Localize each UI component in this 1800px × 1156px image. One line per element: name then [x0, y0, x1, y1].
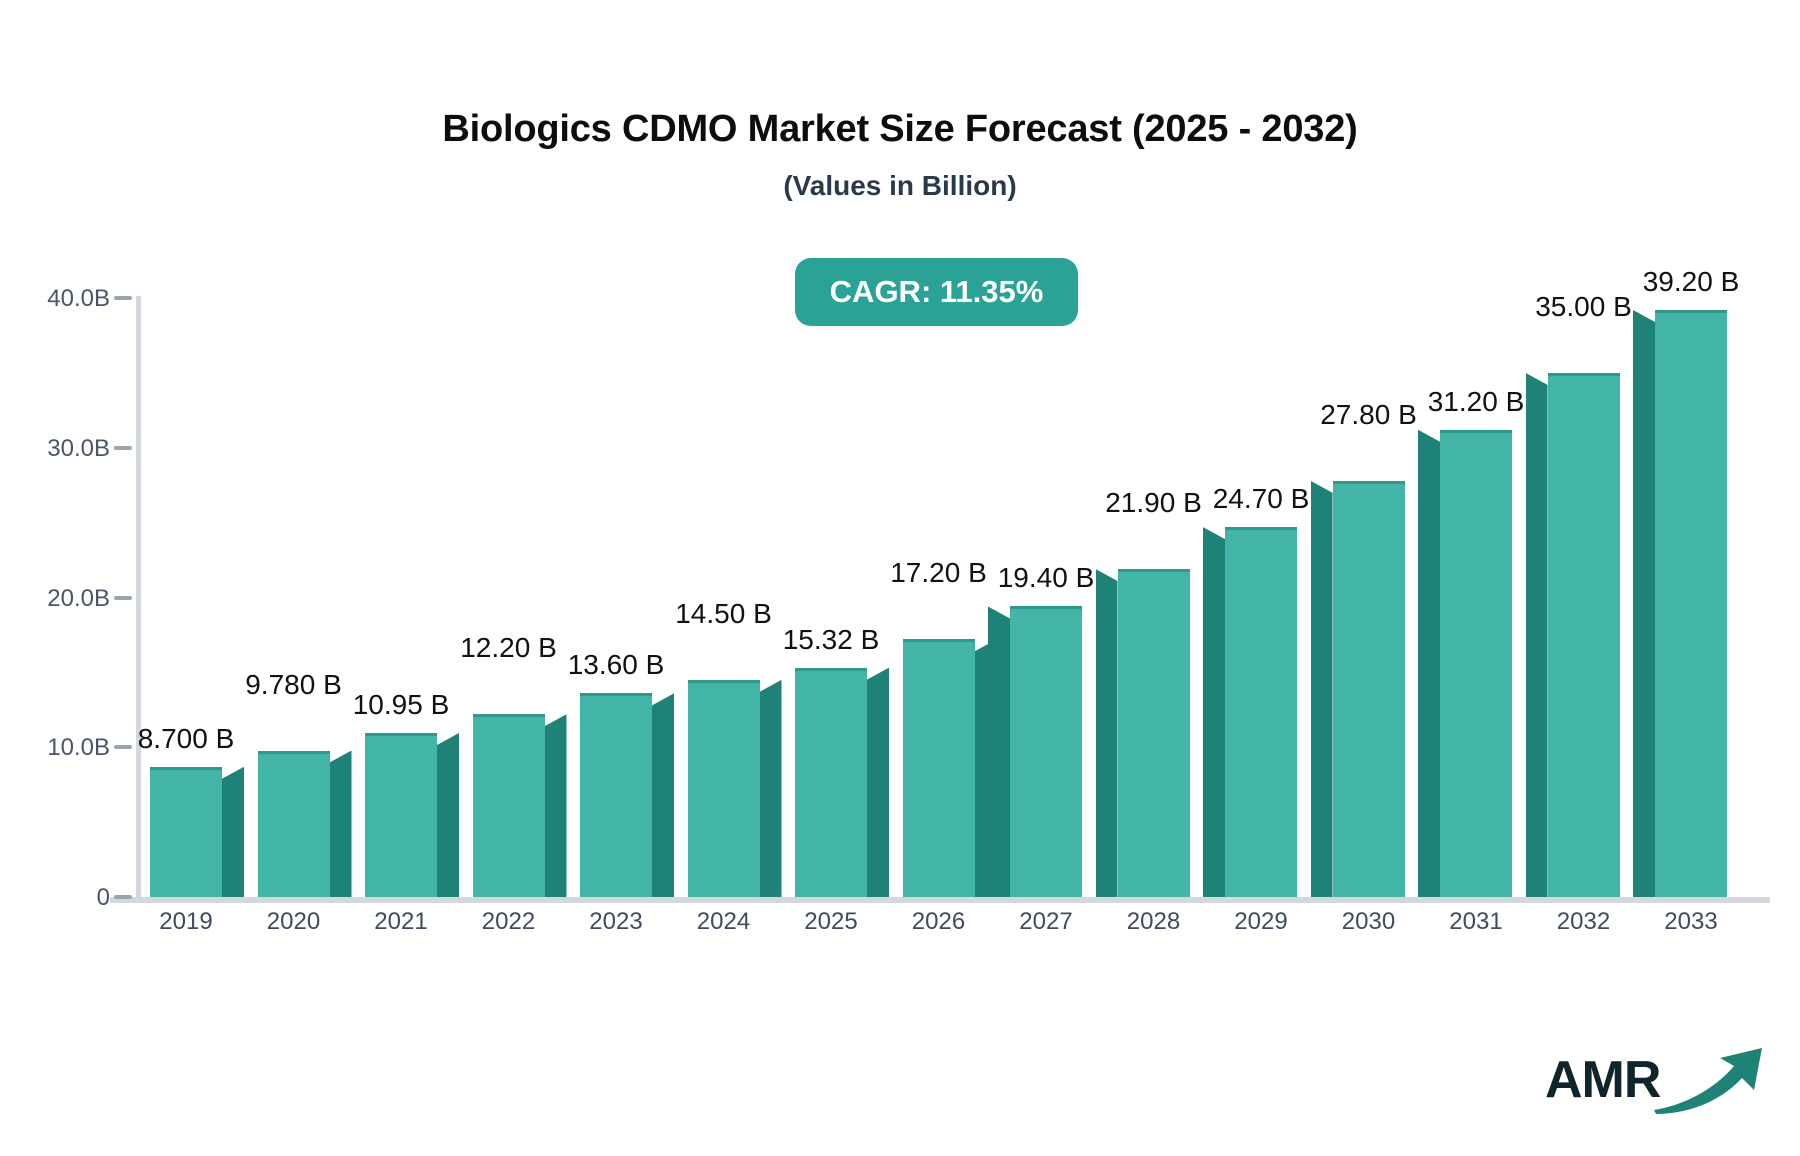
bar-value-label: 10.95 B [352, 689, 450, 721]
bar-front-face [472, 714, 545, 897]
bar-front-face [1547, 372, 1620, 897]
y-axis-tick-label: 20.0B [47, 584, 110, 612]
chart-title: Biologics CDMO Market Size Forecast (202… [442, 108, 1358, 150]
bar-side-face [988, 606, 1010, 897]
cagr-badge: CAGR: 11.35% [795, 258, 1078, 326]
bar-2030 [1310, 480, 1405, 897]
bar-value-label: 13.60 B [567, 649, 665, 681]
bar-value-label: 17.20 B [890, 557, 987, 589]
bar-side-face [1525, 372, 1548, 897]
bar-value-label: 21.90 B [1105, 487, 1202, 519]
y-axis-tick-label: 10.0B [47, 734, 110, 762]
bar-front-face [1332, 480, 1405, 897]
bar-2019 [150, 766, 244, 897]
x-axis-label-2020: 2020 [266, 908, 321, 935]
x-axis-label-2032: 2032 [1556, 908, 1611, 935]
bar-side-face [222, 766, 244, 897]
y-axis-tick-label: 30.0B [47, 434, 110, 462]
bar-2023 [580, 693, 674, 897]
bar-2027 [988, 606, 1082, 897]
bar-front-face [365, 733, 437, 897]
y-axis-tick-mark [114, 296, 132, 300]
cagr-badge-label: CAGR: 11.35% [829, 274, 1044, 309]
bar-side-face [759, 679, 782, 897]
bar-value-label: 39.20 B [1642, 265, 1740, 297]
bar-value-label: 31.20 B [1427, 385, 1525, 417]
bar-2020 [257, 750, 352, 897]
bar-side-face [652, 693, 674, 897]
bar-2024 [687, 679, 782, 897]
y-axis-tick-mark [114, 595, 132, 600]
bar-front-face [687, 679, 760, 897]
bar-front-face [902, 639, 975, 897]
bar-front-face [795, 667, 867, 897]
bar-front-face [1225, 527, 1297, 897]
bar-value-label: 12.20 B [460, 632, 557, 664]
bar-front-face [1655, 309, 1727, 897]
bar-value-label: 9.780 B [245, 668, 342, 700]
y-axis-line [136, 296, 141, 901]
x-axis-label-2029: 2029 [1234, 908, 1288, 935]
y-axis-tick-label: 0 [96, 884, 110, 911]
x-axis-label-2033: 2033 [1664, 908, 1718, 935]
y-axis-tick-mark [114, 895, 132, 899]
bar-2022 [472, 714, 567, 897]
bar-value-label: 8.700 B [137, 722, 235, 754]
bar-value-label: 35.00 B [1535, 290, 1632, 322]
x-axis-label-2019: 2019 [159, 908, 213, 935]
bar-front-face [1010, 606, 1082, 897]
bar-front-face [1440, 429, 1512, 897]
bar-side-face [1095, 569, 1118, 897]
bar-side-face [329, 750, 352, 897]
bar-2025 [795, 667, 889, 897]
bar-2026 [902, 639, 997, 897]
bar-side-face [437, 733, 459, 897]
bar-side-face [1633, 309, 1655, 897]
bar-front-face [257, 750, 330, 897]
bar-2033 [1633, 309, 1727, 897]
x-axis-label-2030: 2030 [1341, 908, 1396, 935]
chart-subtitle: (Values in Billion) [783, 170, 1017, 201]
x-axis-label-2023: 2023 [589, 908, 643, 935]
x-axis-label-2031: 2031 [1449, 908, 1503, 935]
bar-value-label: 19.40 B [997, 562, 1095, 594]
growth-arrow-icon [1650, 1044, 1770, 1121]
x-axis-label-2026: 2026 [911, 908, 966, 935]
amr-logo-text: AMR [1545, 1050, 1661, 1109]
x-axis-label-2024: 2024 [696, 908, 751, 935]
bar-2028 [1095, 569, 1190, 897]
bar-front-face [1117, 569, 1190, 897]
bar-front-face [150, 766, 222, 897]
amr-logo: AMR [1545, 1038, 1770, 1121]
y-axis-tick-label: 40.0B [47, 285, 110, 312]
x-axis-label-2025: 2025 [804, 908, 858, 935]
bar-value-label: 24.70 B [1212, 483, 1310, 515]
bar-2021 [365, 733, 459, 897]
x-axis-label-2022: 2022 [481, 908, 536, 935]
bar-value-label: 15.32 B [782, 623, 880, 655]
bar-front-face [580, 693, 652, 897]
bar-side-face [544, 714, 567, 897]
bar-value-label: 14.50 B [675, 597, 772, 629]
y-axis-tick-mark [114, 445, 132, 450]
x-axis-label-2028: 2028 [1126, 908, 1181, 935]
bar-side-face [1418, 429, 1440, 897]
bar-2032 [1525, 372, 1620, 897]
bar-side-face [1203, 527, 1225, 897]
x-axis-label-2021: 2021 [374, 908, 428, 935]
x-axis-label-2027: 2027 [1019, 908, 1073, 935]
bar-2029 [1203, 527, 1297, 897]
bar-side-face [867, 667, 889, 897]
bar-side-face [1310, 480, 1333, 897]
y-axis-tick-mark [114, 745, 132, 750]
x-axis-line [110, 897, 1770, 903]
bar-2031 [1418, 429, 1512, 897]
bar-value-label: 27.80 B [1320, 398, 1417, 430]
